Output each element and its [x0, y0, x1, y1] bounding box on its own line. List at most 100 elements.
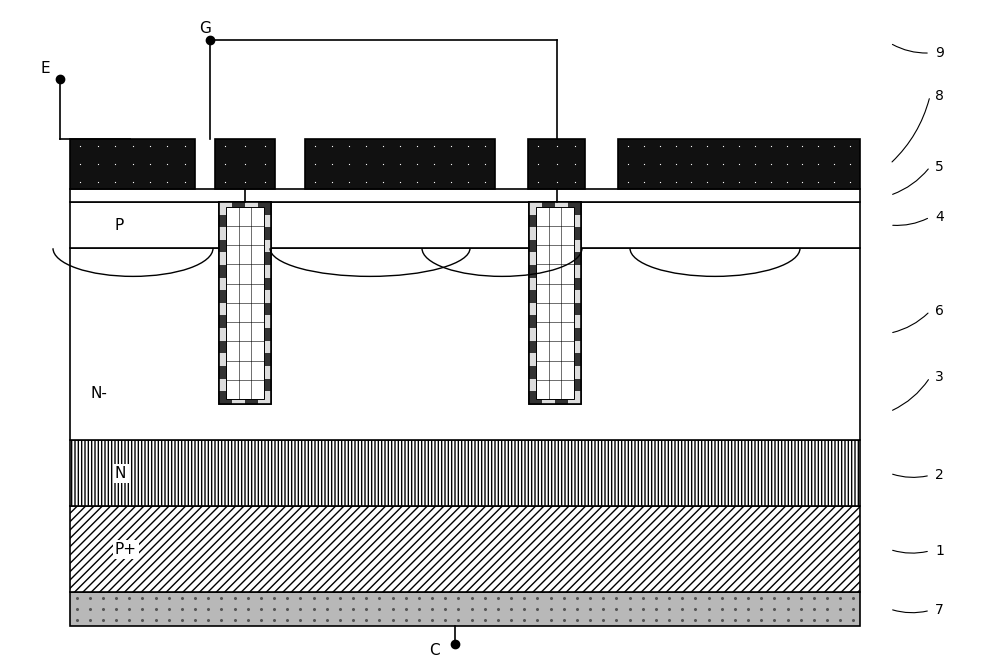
Bar [555, 316, 568, 328]
Bar [305, 139, 495, 189]
Bar [70, 202, 860, 248]
Text: N: N [115, 466, 126, 481]
Bar [529, 354, 542, 366]
Bar [529, 202, 542, 214]
Bar [245, 252, 258, 265]
Text: 2: 2 [935, 468, 944, 483]
Bar [258, 227, 271, 240]
Bar [568, 227, 581, 240]
Bar [542, 391, 555, 404]
Bar [232, 240, 245, 252]
Bar [245, 277, 258, 290]
Bar [542, 366, 555, 379]
Bar [258, 303, 271, 316]
Bar [542, 341, 555, 354]
Bar [529, 290, 542, 303]
Bar [568, 316, 581, 328]
Bar [258, 316, 271, 328]
Bar [258, 328, 271, 341]
Bar [529, 303, 542, 316]
Bar [70, 139, 195, 189]
Bar [226, 207, 264, 399]
Bar [555, 240, 568, 252]
Bar [219, 214, 232, 227]
Bar [219, 366, 232, 379]
Text: 4: 4 [935, 210, 944, 224]
Bar [555, 354, 568, 366]
Bar [245, 391, 258, 404]
Bar [555, 227, 568, 240]
Bar [245, 265, 258, 277]
Bar [528, 139, 585, 189]
Bar [542, 328, 555, 341]
Bar [245, 214, 258, 227]
Bar [258, 265, 271, 277]
Bar [568, 265, 581, 277]
Bar [245, 379, 258, 391]
Text: 6: 6 [935, 304, 944, 318]
Bar [568, 379, 581, 391]
Bar [529, 379, 542, 391]
Text: 8: 8 [935, 89, 944, 103]
Bar [70, 506, 860, 592]
Bar [232, 202, 245, 214]
Bar [232, 391, 245, 404]
Bar [219, 202, 271, 404]
Text: P+: P+ [115, 542, 137, 557]
Bar [529, 214, 542, 227]
Bar [555, 391, 568, 404]
Bar [258, 391, 271, 404]
Bar [542, 316, 555, 328]
Bar [529, 366, 542, 379]
Text: 3: 3 [935, 370, 944, 385]
Bar [232, 366, 245, 379]
Bar [258, 277, 271, 290]
Bar [529, 265, 542, 277]
Bar [219, 290, 232, 303]
Bar [555, 277, 568, 290]
Bar [555, 366, 568, 379]
Bar [232, 328, 245, 341]
Bar [219, 240, 232, 252]
Bar [245, 290, 258, 303]
Bar [245, 240, 258, 252]
Bar [529, 202, 581, 404]
Bar [232, 341, 245, 354]
Bar [258, 252, 271, 265]
Bar [219, 202, 232, 214]
Bar [258, 214, 271, 227]
Bar [258, 290, 271, 303]
Bar [232, 290, 245, 303]
Bar [542, 265, 555, 277]
Bar [219, 265, 232, 277]
Bar [555, 252, 568, 265]
Bar [568, 240, 581, 252]
Bar [555, 328, 568, 341]
Bar [529, 240, 542, 252]
Bar [568, 341, 581, 354]
Bar [555, 265, 568, 277]
Bar [232, 354, 245, 366]
Bar [245, 227, 258, 240]
Bar [219, 252, 232, 265]
Bar [542, 303, 555, 316]
Bar [232, 265, 245, 277]
Bar [568, 252, 581, 265]
Bar [245, 366, 258, 379]
Bar [542, 227, 555, 240]
Bar [219, 341, 232, 354]
Bar [555, 341, 568, 354]
Bar [568, 391, 581, 404]
Bar [219, 303, 232, 316]
Text: 1: 1 [935, 544, 944, 558]
Bar [232, 227, 245, 240]
Bar [258, 379, 271, 391]
Text: 5: 5 [935, 160, 944, 174]
Bar [542, 277, 555, 290]
Bar [618, 139, 860, 189]
Bar [258, 240, 271, 252]
Bar [529, 227, 542, 240]
Bar [568, 290, 581, 303]
Bar [542, 379, 555, 391]
Bar [258, 354, 271, 366]
